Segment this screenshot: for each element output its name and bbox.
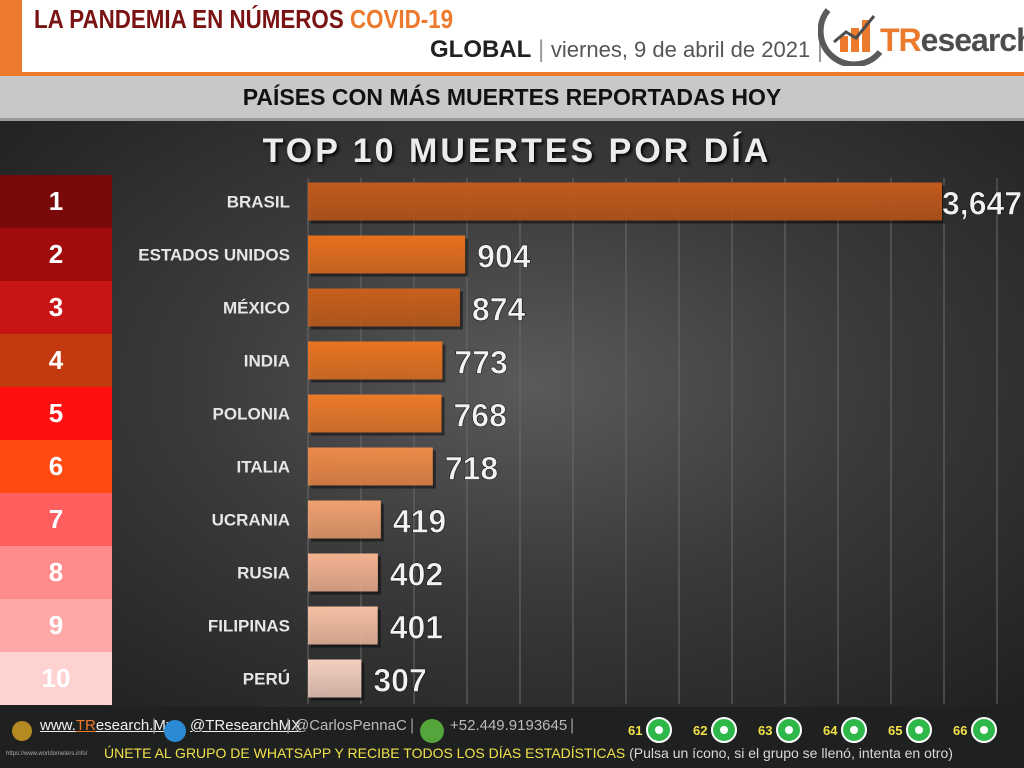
value-label: 768 (454, 398, 507, 434)
value-label: 904 (477, 239, 531, 275)
whatsapp-cta: ÚNETE AL GRUPO DE WHATSAPP Y RECIBE TODO… (104, 745, 953, 761)
rank-cell: 9 (0, 599, 112, 652)
footer: www.TResearch.Mx | @TResearchMX | @Carlo… (0, 707, 1024, 768)
category-label: RUSIA (237, 564, 290, 583)
section-banner: PAÍSES CON MÁS MUERTES REPORTADAS HOY (0, 76, 1024, 121)
whatsapp-icon[interactable] (841, 717, 867, 743)
bar (308, 394, 442, 433)
value-label: 718 (445, 451, 498, 487)
bar (308, 235, 466, 274)
value-label: 401 (390, 610, 443, 646)
cta-text: ÚNETE AL GRUPO DE WHATSAPP Y RECIBE TODO… (104, 745, 626, 761)
twitter-icon[interactable] (164, 720, 186, 742)
value-label: 402 (390, 557, 443, 593)
chart-title: TOP 10 MUERTES POR DÍA (262, 132, 772, 170)
twitter-handle[interactable]: @TResearchMX (190, 717, 302, 734)
whatsapp-group-number: 66 (953, 723, 968, 738)
brand-name: TResearch (880, 22, 1024, 58)
rank-cell: 10 (0, 652, 112, 705)
rank-column: 1 2 3 4 5 6 7 8 9 10 (0, 175, 112, 705)
whatsapp-group-number: 63 (758, 723, 773, 738)
rank-cell: 3 (0, 281, 112, 334)
whatsapp-icon[interactable] (711, 717, 737, 743)
bar (308, 500, 381, 539)
category-label: ITALIA (236, 458, 290, 477)
whatsapp-group-number: 61 (628, 723, 643, 738)
category-label: PERÚ (243, 670, 290, 689)
phone-number: +52.449.9193645 (450, 717, 568, 734)
bar (308, 288, 460, 327)
category-label: UCRANIA (212, 511, 290, 530)
bar-chart: BRASIL 3,647 ESTADOS UNIDOS 904 MÉXICO 874 IND… (138, 178, 1022, 704)
category-label: INDIA (244, 352, 290, 371)
category-label: MÉXICO (223, 299, 290, 318)
whatsapp-group-number: 62 (693, 723, 708, 738)
whatsapp-group-number: 65 (888, 723, 903, 738)
cta-note: (Pulsa un ícono, si el grupo se llenó, i… (625, 745, 953, 761)
accent-stripe (0, 0, 22, 72)
rank-cell: 7 (0, 493, 112, 546)
whatsapp-icon[interactable] (906, 717, 932, 743)
header: LA PANDEMIA EN NÚMEROS COVID-19 GLOBAL |… (0, 0, 1024, 76)
bar (308, 341, 443, 380)
value-label: 3,647 (942, 186, 1022, 222)
globe-icon (12, 721, 32, 741)
rank-cell: 4 (0, 334, 112, 387)
tresearch-logo-icon (818, 8, 883, 66)
whatsapp-icon[interactable] (646, 717, 672, 743)
rank-cell: 5 (0, 387, 112, 440)
rank-cell: 6 (0, 440, 112, 493)
category-label: ESTADOS UNIDOS (138, 246, 290, 265)
bar (308, 606, 378, 645)
value-label: 307 (373, 663, 426, 699)
subtitle: GLOBAL | viernes, 9 de abril de 2021 | (430, 36, 824, 63)
category-label: FILIPINAS (208, 617, 290, 636)
bar (308, 553, 378, 592)
rank-cell: 1 (0, 175, 112, 228)
bar (308, 182, 942, 221)
title-text: LA PANDEMIA EN NÚMEROS (34, 4, 350, 34)
value-label: 419 (393, 504, 446, 540)
value-label: 773 (454, 345, 507, 381)
source-url[interactable]: https://www.worldometers.info/ (6, 751, 88, 757)
author-handle: @CarlosPennaC (294, 717, 407, 734)
whatsapp-icon[interactable] (971, 717, 997, 743)
whatsapp-group-number: 64 (823, 723, 838, 738)
page-title: LA PANDEMIA EN NÚMEROS COVID-19 (34, 4, 453, 35)
phone-icon[interactable] (420, 719, 444, 743)
title-highlight: COVID-19 (349, 4, 454, 34)
report-date: viernes, 9 de abril de 2021 (550, 37, 811, 62)
website-link[interactable]: www.TResearch.Mx (40, 717, 174, 734)
bar (308, 447, 433, 486)
rank-cell: 8 (0, 546, 112, 599)
value-label: 874 (472, 292, 526, 328)
bar (308, 659, 362, 698)
header-divider (0, 72, 1024, 76)
category-label: BRASIL (227, 193, 290, 212)
section-title: PAÍSES CON MÁS MUERTES REPORTADAS HOY (242, 84, 782, 110)
category-label: POLONIA (213, 405, 290, 424)
rank-cell: 2 (0, 228, 112, 281)
whatsapp-icon[interactable] (776, 717, 802, 743)
scope-label: GLOBAL (430, 36, 532, 63)
